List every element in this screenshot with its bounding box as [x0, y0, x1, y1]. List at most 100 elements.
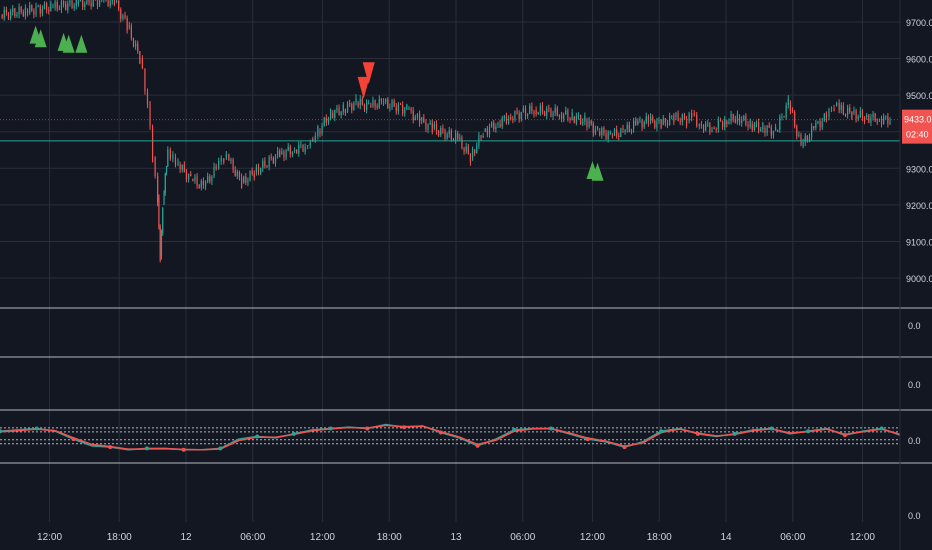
candle-body	[120, 9, 122, 19]
candle-body	[257, 166, 260, 174]
oscillator-dot	[659, 429, 664, 434]
time-tick-label: 12:00	[310, 532, 335, 543]
candle-body	[596, 126, 599, 130]
candle-body	[361, 98, 363, 105]
candle-body	[344, 109, 347, 113]
time-tick-label: 18:00	[377, 532, 402, 543]
candle-body	[132, 38, 135, 47]
candle-body	[14, 8, 16, 17]
candle-body	[167, 149, 169, 167]
candle-body	[745, 115, 747, 125]
candle-body	[338, 107, 340, 116]
candle-body	[9, 11, 12, 19]
oscillator-dot	[255, 434, 260, 439]
candle-body	[823, 113, 825, 122]
candle-body	[819, 121, 821, 128]
candle-body	[810, 126, 813, 137]
candle-body	[144, 68, 146, 92]
candle-body	[165, 166, 168, 172]
candle-body	[772, 130, 775, 136]
candle-body	[715, 128, 717, 130]
candle-body	[368, 102, 370, 104]
candle-body	[387, 99, 389, 109]
candle-body	[154, 157, 156, 177]
candle-body	[709, 123, 711, 133]
candle-body	[198, 185, 200, 188]
candle-body	[35, 6, 37, 15]
candle-body	[594, 129, 597, 134]
candle-body	[660, 119, 662, 129]
candle-body	[43, 3, 46, 9]
candle-body	[463, 148, 465, 152]
candle-body	[111, 0, 113, 1]
candle-body	[260, 168, 262, 174]
oscillator-dot	[806, 429, 811, 434]
candle-body	[349, 103, 351, 105]
candle-body	[535, 109, 537, 115]
buy-arrow	[591, 162, 604, 181]
candle-body	[393, 100, 395, 107]
candle-body	[618, 135, 620, 137]
buy-arrow	[34, 29, 47, 48]
candle-body	[751, 124, 753, 131]
oscillator-pane[interactable]	[0, 423, 901, 452]
candle-body	[529, 105, 531, 114]
candle-body	[408, 108, 410, 110]
candle-body	[336, 107, 338, 110]
candle-body	[268, 157, 270, 167]
candle-body	[60, 1, 63, 10]
candle-body	[399, 104, 402, 105]
candle-body	[230, 159, 232, 161]
time-tick-label: 14	[720, 532, 732, 543]
candle-body	[705, 123, 707, 131]
candle-body	[571, 112, 573, 120]
candle-body	[497, 123, 499, 125]
candle-body	[440, 128, 442, 136]
candle-body	[755, 122, 758, 124]
candle-body	[200, 180, 202, 188]
grid-lines	[0, 0, 900, 522]
candle-body	[251, 170, 253, 174]
candle-body	[389, 107, 391, 109]
candle-body	[425, 122, 427, 130]
candle-body	[880, 118, 883, 125]
candle-body	[522, 108, 525, 112]
candle-body	[632, 120, 635, 130]
candle-body	[548, 108, 550, 110]
last-price-badge	[902, 109, 932, 144]
candle-body	[749, 119, 751, 127]
candle-body	[433, 123, 436, 129]
candle-body	[113, 0, 116, 5]
candle-body	[149, 102, 151, 127]
candle-body	[218, 161, 220, 169]
candle-body	[696, 115, 698, 126]
candle-body	[732, 113, 734, 119]
oscillator-dot	[0, 429, 2, 434]
oscillator-dot	[475, 443, 480, 448]
candle-body	[717, 120, 719, 130]
candle-body	[476, 145, 478, 154]
candle-body	[283, 151, 285, 158]
candle-body	[563, 114, 565, 119]
candle-body	[274, 155, 277, 164]
candle-body	[527, 113, 529, 117]
candle-body	[791, 110, 794, 112]
candle-body	[874, 113, 876, 122]
candle-body	[588, 120, 590, 127]
candle-body	[554, 107, 556, 113]
candle-body	[185, 172, 188, 180]
oscillator-dot	[549, 426, 554, 431]
candle-body	[327, 119, 330, 123]
buy-arrow	[62, 34, 75, 53]
candle-body	[160, 233, 163, 257]
candle-body	[73, 5, 75, 9]
candle-body	[635, 120, 637, 125]
last-price-countdown: 02:40	[906, 130, 929, 140]
indicator-panes[interactable]: 0.0 0.0 0.0 0.0	[0, 307, 932, 521]
candle-body	[50, 2, 52, 12]
candle-body	[783, 116, 785, 118]
price-pane[interactable]	[0, 0, 900, 263]
time-tick-label: 12:00	[37, 532, 62, 543]
price-tick-label: 9500.0	[906, 91, 932, 101]
